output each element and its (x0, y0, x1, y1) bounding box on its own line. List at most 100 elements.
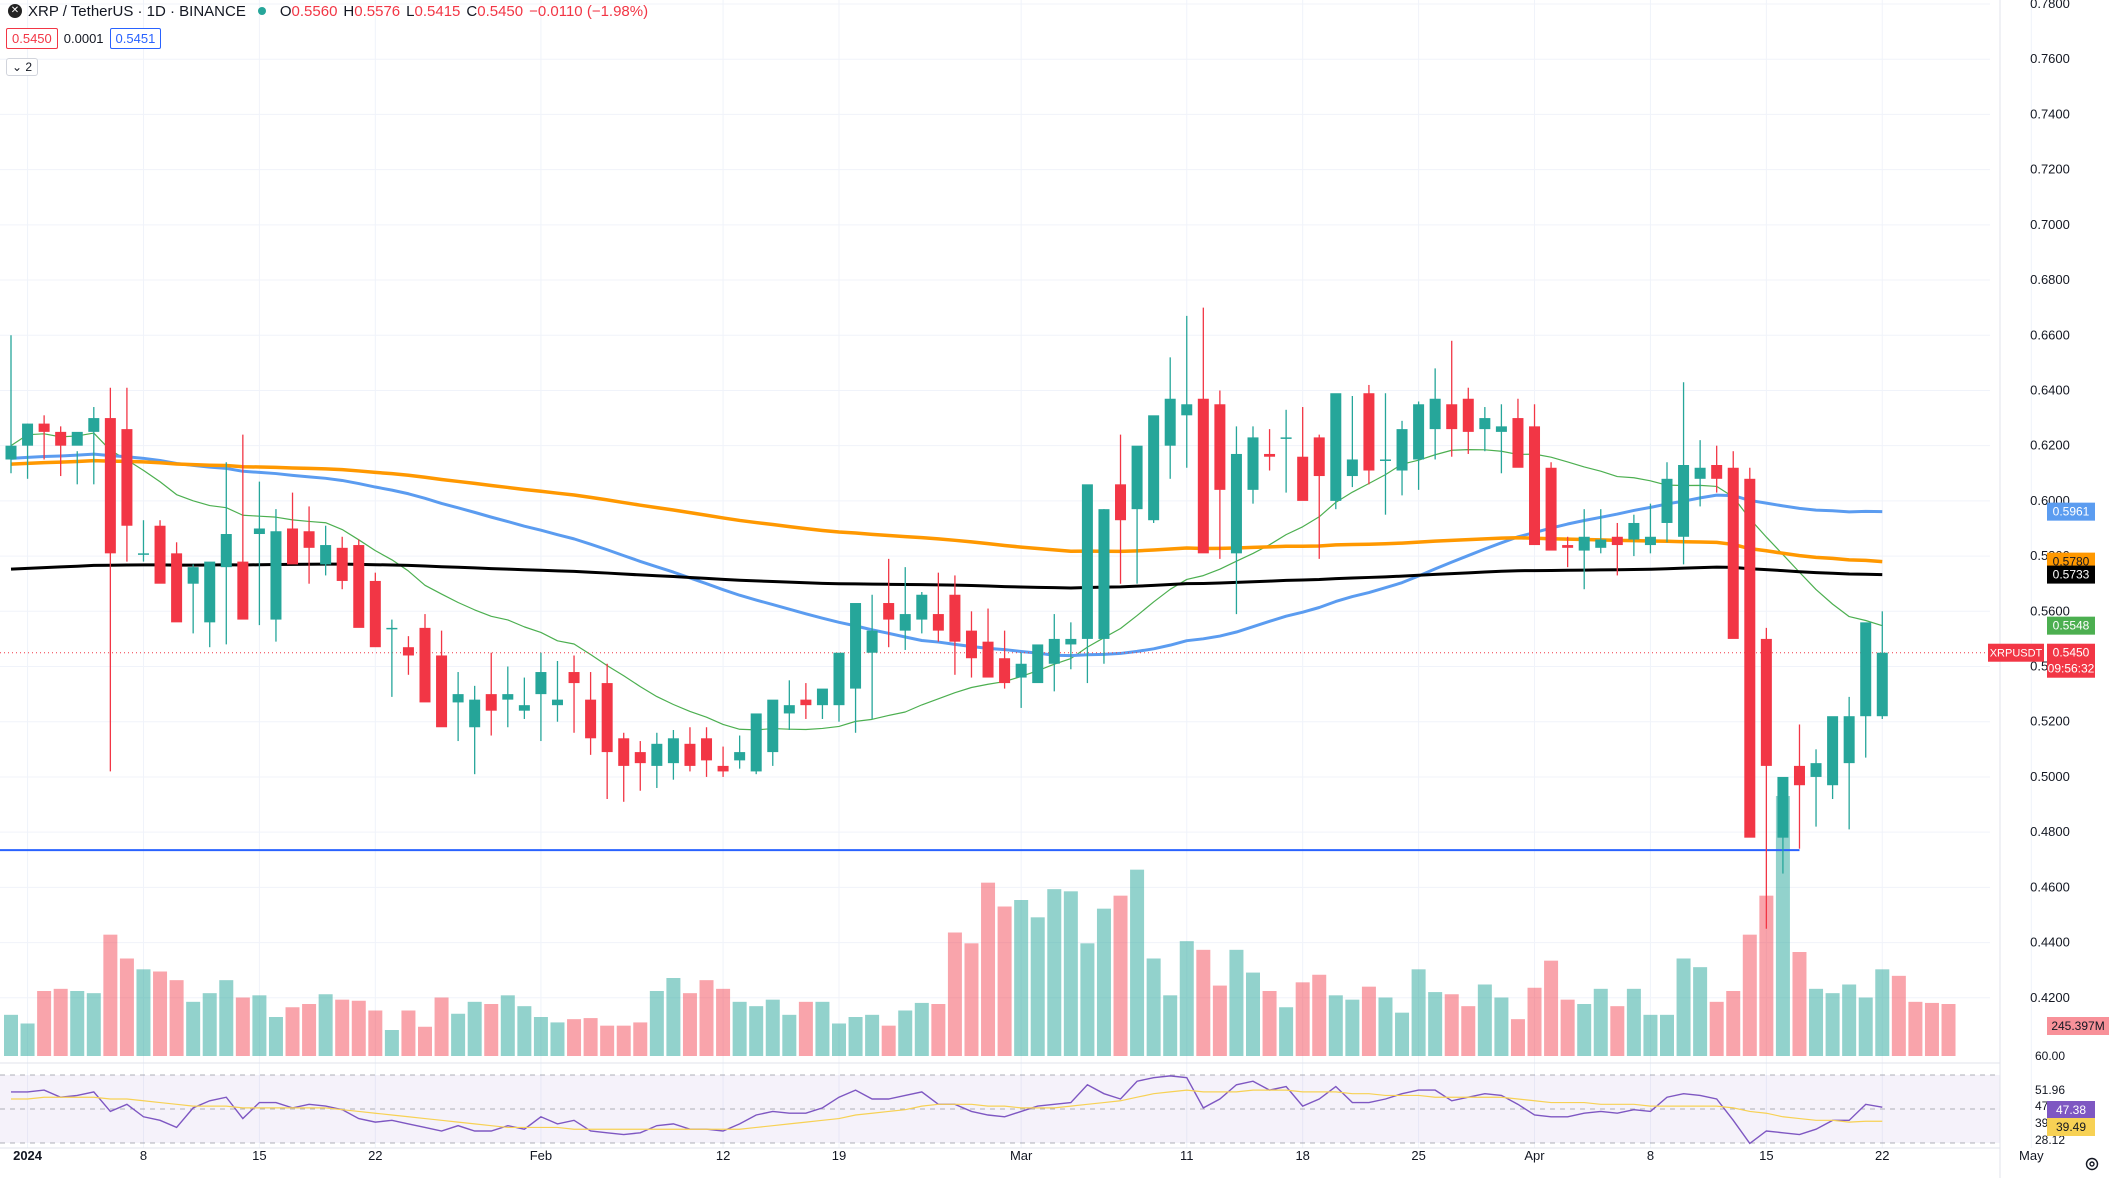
volume-bar (749, 1006, 764, 1056)
candle-body (1495, 426, 1507, 432)
candle-body (253, 528, 265, 535)
ma20-line (10, 432, 1883, 731)
volume-bar (1494, 997, 1509, 1056)
time-tick-label: Apr (1524, 1148, 1545, 1163)
rsi-value-label: 47.38 (2056, 1103, 2086, 1117)
price-tick-label: 0.4200 (2030, 990, 2070, 1005)
candle-body (1115, 484, 1127, 521)
volume-bar (699, 980, 714, 1056)
sell-price-button[interactable]: 0.5450 (6, 28, 58, 49)
candle-body (38, 423, 50, 432)
candle-body (1860, 622, 1872, 717)
volume-bar (517, 1006, 532, 1056)
candle-body (1131, 445, 1143, 510)
volume-bar (1212, 985, 1227, 1056)
volume-bar (1047, 889, 1062, 1056)
candle-body (1065, 638, 1077, 645)
candle-body (965, 630, 977, 659)
candle-body (1810, 763, 1822, 777)
candle-body (121, 429, 133, 526)
volume-bar (1063, 891, 1078, 1056)
volume-bar (418, 1026, 432, 1056)
volume-bar (219, 980, 234, 1056)
volume-bar (1809, 988, 1824, 1056)
ma200-value-label: 0.5733 (2053, 568, 2090, 582)
candle-body (1843, 716, 1855, 764)
volume-bar (1312, 974, 1327, 1056)
volume-bar (451, 1013, 466, 1056)
ma200-value-label-bg (2047, 565, 2095, 584)
volume-bar (947, 932, 962, 1056)
time-tick-label: 8 (140, 1148, 147, 1163)
bid-ask-row: 0.5450 0.0001 0.5451 (6, 28, 162, 49)
volume-bar (235, 997, 250, 1056)
volume-bar (550, 1022, 565, 1056)
candle-body (1197, 398, 1209, 554)
volume-bar (1080, 943, 1095, 1056)
candle-body (767, 699, 779, 753)
volume-bar (1875, 969, 1890, 1056)
xrp-logo-icon: ✕ (8, 4, 22, 18)
price-axis: 0.7800 0.7600 0.7400 0.7200 0.7000 0.6800 0.66… (1999, 0, 2070, 1178)
volume-bar (1328, 995, 1343, 1056)
volume-bar (252, 995, 267, 1056)
candle-body (1628, 522, 1640, 540)
candle-body (502, 694, 514, 700)
candle-body (369, 580, 381, 648)
rsi-ma-value-label: 39.49 (2056, 1120, 2086, 1134)
candle-body (1164, 398, 1176, 446)
volume-bar (1279, 1007, 1294, 1056)
volume-bar (53, 988, 68, 1056)
time-tick-label: 22 (1875, 1148, 1889, 1163)
gear-icon[interactable] (2084, 1156, 2100, 1172)
candle-body (701, 738, 713, 761)
volume-bar (1908, 1001, 1923, 1056)
indicators-toggle[interactable]: ⌄ 2 (6, 58, 39, 76)
candle-body (452, 694, 464, 703)
volume-bar (567, 1019, 582, 1056)
volume-bar (1262, 991, 1277, 1056)
ma100-line (10, 458, 1883, 564)
price-tick-label: 0.4400 (2030, 935, 2070, 950)
candle-body (1363, 393, 1375, 471)
candle-body (386, 627, 398, 630)
volume-bar (384, 1030, 399, 1056)
candle-body (204, 561, 216, 623)
time-tick-label: 18 (1295, 1148, 1309, 1163)
volume-value-label: 245.397M (2051, 1019, 2104, 1033)
ma50-value-label: 0.5961 (2053, 505, 2090, 519)
candle-body (1760, 638, 1772, 766)
candle-body (618, 738, 630, 766)
price-tick-label: 0.7600 (2030, 51, 2070, 66)
symbol-title[interactable]: XRP / TetherUS · 1D · BINANCE (28, 2, 246, 20)
candle-body (1313, 437, 1325, 477)
ohlc-high: H0.5576 (343, 2, 401, 20)
time-tick-label: 2024 (13, 1148, 43, 1163)
ma50-line (10, 452, 1883, 658)
candle-body (1512, 418, 1524, 468)
time-tick-label: Mar (1010, 1148, 1033, 1163)
chart-header: ✕ XRP / TetherUS · 1D · BINANCE O0.5560 … (0, 0, 654, 22)
candle-body (353, 545, 365, 628)
volume-bar (1709, 1001, 1724, 1056)
candle-body (1396, 429, 1408, 471)
volume-bar (815, 1001, 830, 1056)
volume-bar (86, 993, 101, 1056)
volume-bar (1527, 987, 1542, 1056)
candle-body (1429, 398, 1441, 430)
ohlc-open: O0.5560 (279, 2, 338, 20)
candle-body (154, 525, 166, 584)
volume-bar (1626, 988, 1641, 1056)
volume-bar (1096, 908, 1111, 1056)
volume-bar (732, 1001, 747, 1056)
buy-price-button[interactable]: 0.5451 (109, 28, 162, 49)
ohlc-close: C0.5450 (466, 2, 524, 20)
chevron-down-icon: ⌄ (12, 60, 23, 74)
volume-value-label-bg (2047, 1017, 2109, 1035)
volume-bar (1179, 941, 1194, 1056)
candle-body (1181, 404, 1193, 416)
volume-bar (1146, 958, 1161, 1056)
candle-body (684, 743, 696, 766)
